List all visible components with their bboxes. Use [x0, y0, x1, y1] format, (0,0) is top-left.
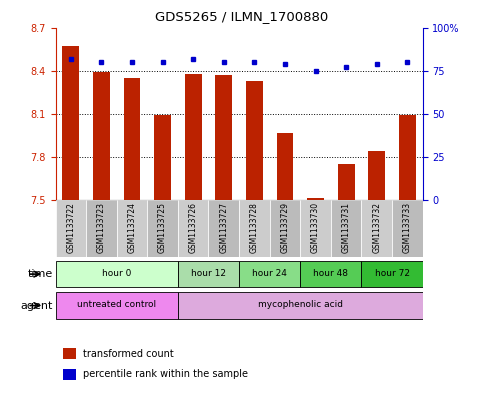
Bar — [62, 46, 79, 200]
Text: GSM1133728: GSM1133728 — [250, 202, 259, 253]
Bar — [56, 292, 178, 319]
Bar — [239, 261, 300, 287]
Text: GSM1133731: GSM1133731 — [341, 202, 351, 253]
Text: hour 72: hour 72 — [374, 269, 410, 278]
Bar — [63, 348, 76, 360]
Bar — [277, 133, 293, 200]
Bar — [369, 151, 385, 200]
Text: mycophenolic acid: mycophenolic acid — [258, 301, 343, 309]
Text: percentile rank within the sample: percentile rank within the sample — [83, 369, 248, 379]
Text: GSM1133733: GSM1133733 — [403, 202, 412, 253]
Bar — [86, 200, 117, 257]
Bar — [56, 261, 178, 287]
Bar — [185, 73, 201, 200]
Bar — [215, 75, 232, 200]
Bar — [361, 261, 423, 287]
Text: GSM1133723: GSM1133723 — [97, 202, 106, 253]
Text: transformed count: transformed count — [83, 349, 174, 359]
Bar — [246, 81, 263, 200]
Text: GSM1133726: GSM1133726 — [189, 202, 198, 253]
Bar — [331, 200, 361, 257]
Bar — [117, 200, 147, 257]
Text: hour 24: hour 24 — [252, 269, 287, 278]
Text: GSM1133730: GSM1133730 — [311, 202, 320, 253]
Text: hour 0: hour 0 — [102, 269, 131, 278]
Bar — [239, 200, 270, 257]
Bar — [209, 200, 239, 257]
Text: time: time — [28, 269, 53, 279]
Bar — [300, 200, 331, 257]
Text: agent: agent — [21, 301, 53, 310]
Bar — [178, 292, 423, 319]
Text: untreated control: untreated control — [77, 301, 156, 309]
Text: GSM1133727: GSM1133727 — [219, 202, 228, 253]
Bar — [154, 116, 171, 200]
Bar — [147, 200, 178, 257]
Text: GSM1133729: GSM1133729 — [281, 202, 289, 253]
Bar — [338, 164, 355, 200]
Text: GSM1133725: GSM1133725 — [158, 202, 167, 253]
Bar — [56, 200, 86, 257]
Bar — [93, 72, 110, 200]
Bar — [392, 200, 423, 257]
Text: GSM1133724: GSM1133724 — [128, 202, 137, 253]
Bar — [300, 261, 361, 287]
Bar — [63, 369, 76, 380]
Bar — [124, 78, 141, 200]
Text: GSM1133722: GSM1133722 — [66, 202, 75, 253]
Text: GSM1133732: GSM1133732 — [372, 202, 381, 253]
Text: hour 48: hour 48 — [313, 269, 348, 278]
Bar — [178, 261, 239, 287]
Text: hour 12: hour 12 — [191, 269, 226, 278]
Bar — [307, 198, 324, 200]
Bar — [270, 200, 300, 257]
Bar — [178, 200, 209, 257]
Bar — [399, 116, 416, 200]
Text: GDS5265 / ILMN_1700880: GDS5265 / ILMN_1700880 — [155, 10, 328, 23]
Bar — [361, 200, 392, 257]
